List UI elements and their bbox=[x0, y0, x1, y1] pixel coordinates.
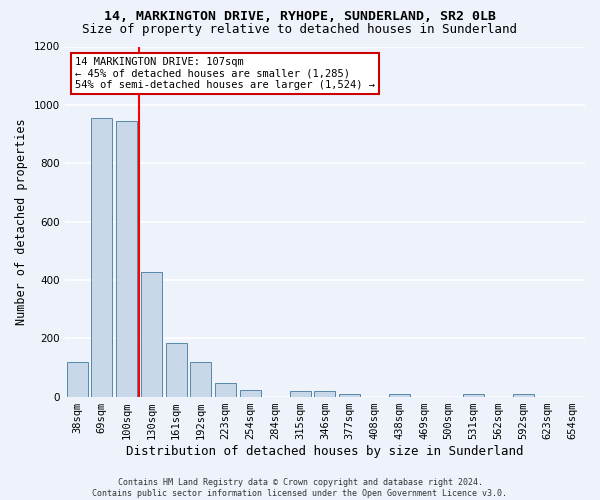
Text: Size of property relative to detached houses in Sunderland: Size of property relative to detached ho… bbox=[83, 22, 517, 36]
Bar bbox=[339, 394, 360, 396]
X-axis label: Distribution of detached houses by size in Sunderland: Distribution of detached houses by size … bbox=[126, 444, 524, 458]
Text: 14, MARKINGTON DRIVE, RYHOPE, SUNDERLAND, SR2 0LB: 14, MARKINGTON DRIVE, RYHOPE, SUNDERLAND… bbox=[104, 10, 496, 23]
Bar bbox=[166, 342, 187, 396]
Bar bbox=[116, 121, 137, 396]
Bar bbox=[215, 384, 236, 396]
Bar bbox=[290, 392, 311, 396]
Bar bbox=[91, 118, 112, 396]
Bar bbox=[67, 362, 88, 396]
Text: Contains HM Land Registry data © Crown copyright and database right 2024.
Contai: Contains HM Land Registry data © Crown c… bbox=[92, 478, 508, 498]
Bar bbox=[141, 272, 162, 396]
Bar bbox=[240, 390, 261, 396]
Bar bbox=[190, 362, 211, 396]
Bar bbox=[314, 392, 335, 396]
Y-axis label: Number of detached properties: Number of detached properties bbox=[15, 118, 28, 325]
Bar bbox=[463, 394, 484, 396]
Bar bbox=[389, 394, 410, 396]
Text: 14 MARKINGTON DRIVE: 107sqm
← 45% of detached houses are smaller (1,285)
54% of : 14 MARKINGTON DRIVE: 107sqm ← 45% of det… bbox=[75, 57, 375, 90]
Bar bbox=[512, 394, 533, 396]
